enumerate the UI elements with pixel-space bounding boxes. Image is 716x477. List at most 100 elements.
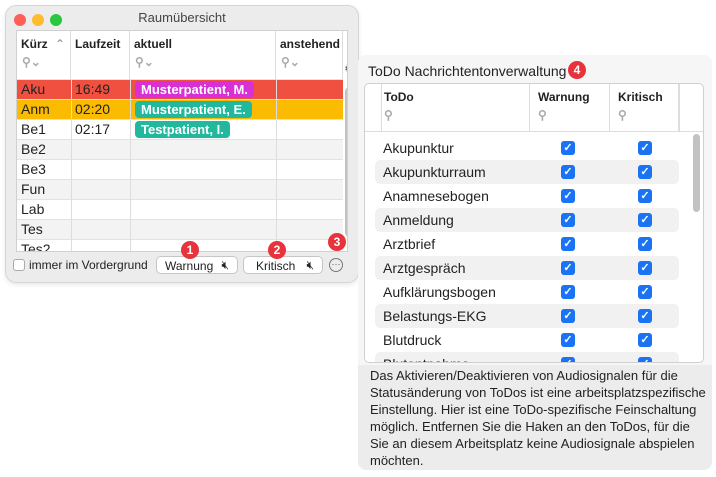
todo-label: Blutentnahme xyxy=(383,356,469,362)
callout-badge-3: 3 xyxy=(328,233,346,251)
runtime: 02:20 xyxy=(75,101,111,117)
column-header-warnung[interactable]: Warnung ⚲ xyxy=(530,84,610,131)
todo-label: Blutdruck xyxy=(383,332,442,348)
column-header-laufzeit[interactable]: Laufzeit xyxy=(71,31,130,79)
todo-table: ToDo ⚲ Warnung ⚲ Kritisch ⚲ Akupunktur ✓ ✓ Aku… xyxy=(364,83,704,363)
callout-badge-1: 1 xyxy=(181,241,199,259)
room-code: Be2 xyxy=(21,141,46,157)
search-icon[interactable]: ⚲⌄ xyxy=(22,55,41,69)
todo-row: Arztbrief ✓ ✓ xyxy=(375,232,679,256)
runtime: 16:49 xyxy=(75,81,111,97)
warning-checkbox[interactable]: ✓ xyxy=(561,333,575,347)
search-icon[interactable]: ⚲ xyxy=(618,108,627,122)
warning-sound-button[interactable]: Warnung 🔇︎ xyxy=(156,256,238,274)
panel-title: ToDo Nachrichtentonverwaltung xyxy=(368,63,567,79)
search-icon[interactable]: ⚲ xyxy=(538,108,547,122)
callout-badge-4: 4 xyxy=(568,61,586,79)
critical-checkbox[interactable]: ✓ xyxy=(638,357,652,362)
warning-checkbox[interactable]: ✓ xyxy=(561,189,575,203)
table-row[interactable]: Lab xyxy=(17,199,343,219)
room-code: Aku xyxy=(21,81,46,97)
column-header-kurz[interactable]: Kürz ⌃ ⚲⌄ xyxy=(17,31,71,79)
always-on-top-label: immer im Vordergrund xyxy=(29,258,148,272)
critical-sound-button[interactable]: Kritisch 🔇︎ xyxy=(243,256,323,274)
todo-row: Blutdruck ✓ ✓ xyxy=(375,328,679,352)
header-label: ToDo xyxy=(384,90,414,104)
warning-checkbox[interactable]: ✓ xyxy=(561,165,575,179)
todo-row: Arztgespräch ✓ ✓ xyxy=(375,256,679,280)
todo-row: Blutentnahme ✓ ✓ xyxy=(375,352,679,362)
patient-pill[interactable]: Testpatient, I. xyxy=(135,121,230,138)
warning-checkbox[interactable]: ✓ xyxy=(561,309,575,323)
table-row[interactable]: Tes xyxy=(17,219,343,239)
patient-pill[interactable]: Musterpatient, E. xyxy=(135,101,252,118)
critical-checkbox[interactable]: ✓ xyxy=(638,261,652,275)
todo-label: Anmeldung xyxy=(383,212,454,228)
warning-checkbox[interactable]: ✓ xyxy=(561,261,575,275)
column-header-kritisch[interactable]: Kritisch ⚲ xyxy=(610,84,679,131)
sort-ascending-icon: ⌃ xyxy=(54,37,65,51)
critical-checkbox[interactable]: ✓ xyxy=(638,213,652,227)
header-label: Warnung xyxy=(538,90,590,104)
critical-checkbox[interactable]: ✓ xyxy=(638,189,652,203)
header-label: anstehend xyxy=(280,37,341,51)
column-header-aktuell[interactable]: aktuell ⚲⌄ xyxy=(130,31,276,79)
patient-pill[interactable]: Musterpatient, M. xyxy=(135,81,254,98)
table-row[interactable]: Be3 xyxy=(17,159,343,179)
room-code: Be1 xyxy=(21,121,46,137)
critical-checkbox[interactable]: ✓ xyxy=(638,309,652,323)
warning-checkbox[interactable]: ✓ xyxy=(561,141,575,155)
always-on-top-checkbox[interactable] xyxy=(13,259,25,271)
critical-checkbox[interactable]: ✓ xyxy=(638,333,652,347)
window-title: Raumübersicht xyxy=(138,10,226,25)
button-label: Kritisch xyxy=(256,259,296,273)
todo-label: Belastungs-EKG xyxy=(383,308,487,324)
todo-label: Aufklärungsbogen xyxy=(383,284,496,300)
column-header-todo[interactable]: ToDo ⚲ xyxy=(376,84,530,131)
table-row[interactable]: Tes2 xyxy=(17,239,343,252)
close-button[interactable] xyxy=(14,14,26,26)
search-icon[interactable]: ⚲ xyxy=(384,108,393,122)
warning-checkbox[interactable]: ✓ xyxy=(561,357,575,362)
search-icon[interactable]: ⚲⌄ xyxy=(135,55,154,69)
room-code: Tes xyxy=(21,221,43,237)
critical-checkbox[interactable]: ✓ xyxy=(638,165,652,179)
todo-row: Belastungs-EKG ✓ ✓ xyxy=(375,304,679,328)
column-header-anstehend[interactable]: anstehend ⚲⌄ xyxy=(276,31,343,79)
critical-checkbox[interactable]: ✓ xyxy=(638,285,652,299)
column-divider xyxy=(130,79,131,251)
header-label: Kritisch xyxy=(618,90,663,104)
todo-row: Anamnesebogen ✓ ✓ xyxy=(375,184,679,208)
panel-description: Das Aktivieren/Deaktivieren von Audiosig… xyxy=(370,368,706,468)
minimize-button[interactable] xyxy=(32,14,44,26)
search-icon[interactable]: ⚲⌄ xyxy=(281,55,300,69)
table-row[interactable]: Fun xyxy=(17,179,343,199)
room-code: Be3 xyxy=(21,161,46,177)
warning-checkbox[interactable]: ✓ xyxy=(561,213,575,227)
room-code: Anm xyxy=(21,101,50,117)
room-code: Lab xyxy=(21,201,45,217)
table-row[interactable]: Be2 xyxy=(17,139,343,159)
todo-row: Akupunkturraum ✓ ✓ xyxy=(375,160,679,184)
scrollbar[interactable] xyxy=(345,87,347,237)
table-row[interactable]: Anm 02:20 Musterpatient, E. xyxy=(17,99,343,119)
scrollbar[interactable] xyxy=(693,134,700,212)
gear-icon[interactable]: ⚙ xyxy=(344,61,347,77)
warning-checkbox[interactable]: ✓ xyxy=(561,285,575,299)
muted-speaker-icon: 🔇︎ xyxy=(221,258,229,272)
muted-speaker-icon: 🔇︎ xyxy=(306,258,314,272)
critical-checkbox[interactable]: ✓ xyxy=(638,237,652,251)
table-row[interactable]: Be1 02:17 Testpatient, I. xyxy=(17,119,343,139)
table-row[interactable]: Aku 16:49 Musterpatient, M. xyxy=(17,79,343,99)
critical-checkbox[interactable]: ✓ xyxy=(638,141,652,155)
warning-checkbox[interactable]: ✓ xyxy=(561,237,575,251)
room-table: Kürz ⌃ ⚲⌄ Laufzeit aktuell ⚲⌄ anstehend ⚲⌄ ⚙… xyxy=(16,30,348,252)
room-code: Tes2 xyxy=(21,241,51,252)
button-label: Warnung xyxy=(165,259,214,273)
zoom-button[interactable] xyxy=(50,14,62,26)
todo-label: Arztbrief xyxy=(383,236,436,252)
header-label: Laufzeit xyxy=(75,37,121,51)
todo-row: Anmeldung ✓ ✓ xyxy=(375,208,679,232)
room-overview-window: Raumübersicht Kürz ⌃ ⚲⌄ Laufzeit aktuell ⚲⌄… xyxy=(6,6,358,282)
more-options-icon[interactable]: ··· xyxy=(329,258,343,272)
